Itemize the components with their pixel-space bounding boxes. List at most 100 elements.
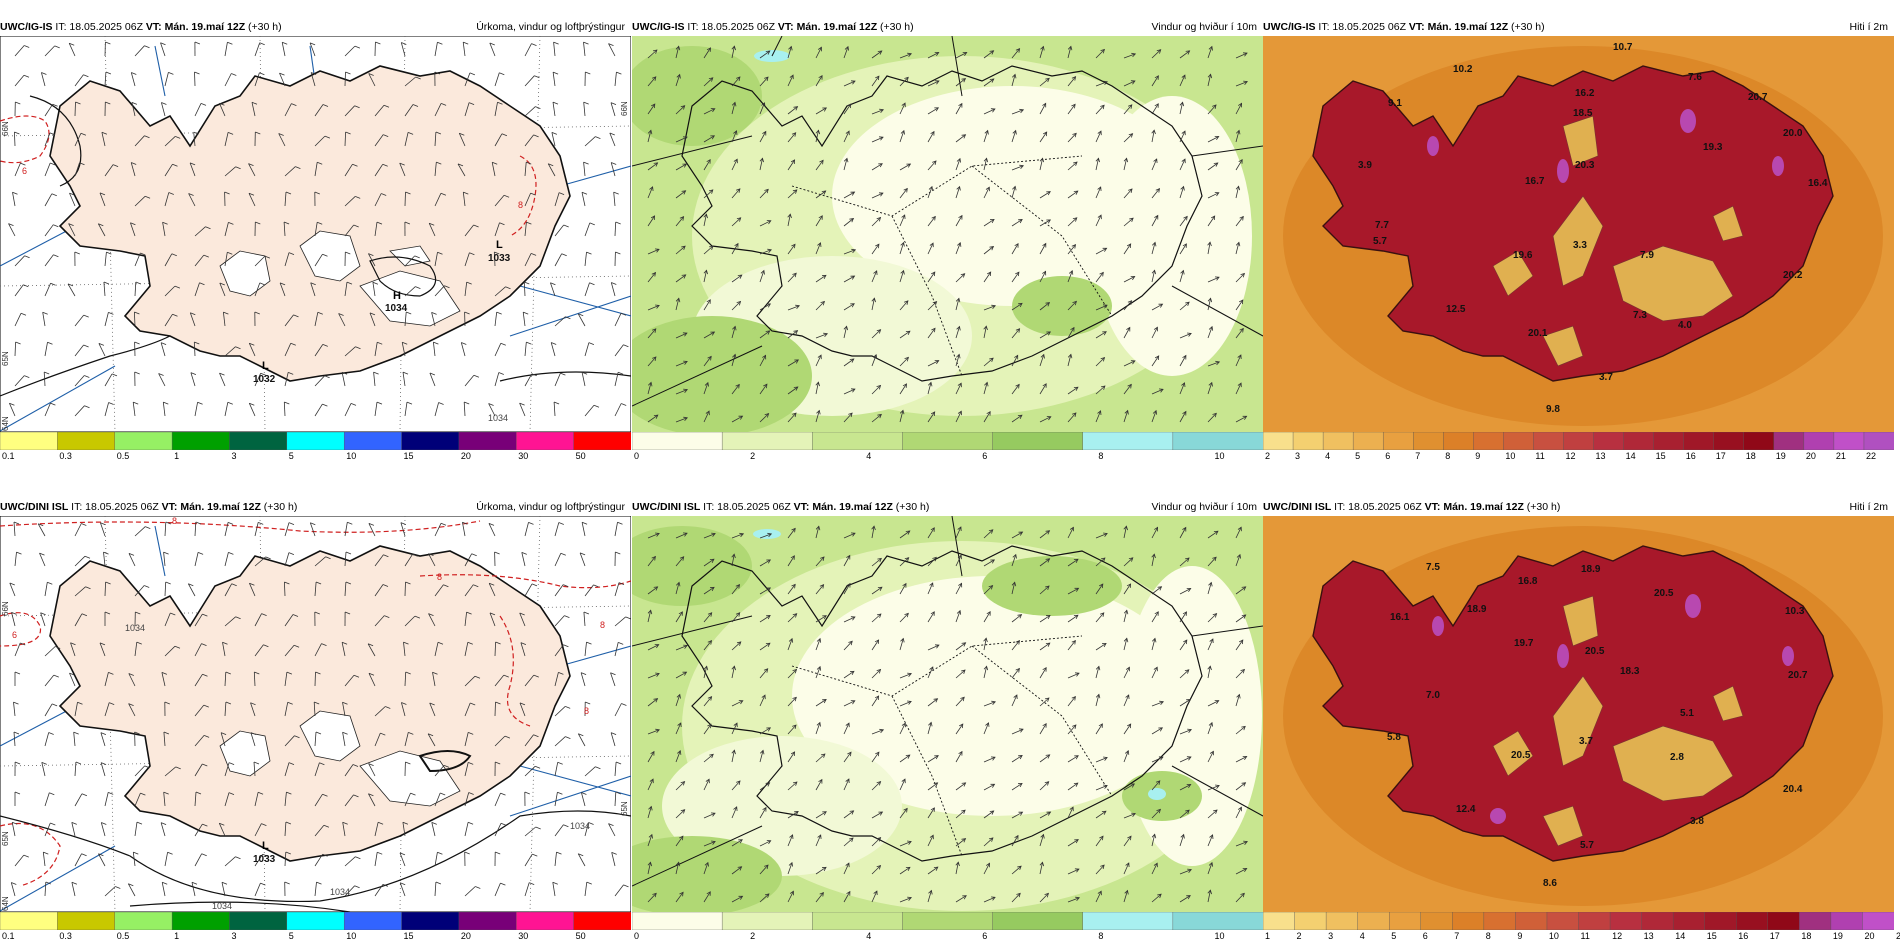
wind-arrow: [843, 275, 855, 283]
wind-arrow-head: [934, 52, 940, 57]
wind-arrow: [1011, 384, 1020, 395]
wind-barb: [164, 645, 176, 657]
wind-arrow: [787, 305, 800, 311]
wind-arrow: [759, 864, 769, 875]
panel-title: Hiti í 2m: [1849, 21, 1888, 33]
wind-barb-flag: [531, 583, 538, 587]
wind-barb-flag: [67, 283, 74, 287]
wind-barb: [428, 223, 436, 237]
panel-header: UWC/IG-IS IT: 18.05.2025 06Z VT: Mán. 19…: [0, 18, 631, 36]
colorbar-tick: 12: [1612, 931, 1623, 941]
wind-barb: [68, 43, 76, 57]
wind-barb: [39, 552, 46, 567]
wind-barb-flag: [528, 522, 534, 525]
wind-barb-flag: [468, 102, 475, 105]
wind-arrow-head: [823, 332, 828, 337]
wind-arrow-head: [1100, 385, 1106, 390]
colorbar-swatch: [343, 432, 403, 450]
wind-barb: [99, 192, 106, 207]
wind-barb: [284, 552, 290, 567]
wind-arrow-head: [1208, 581, 1213, 587]
wind-barb: [284, 735, 295, 747]
wind-barb: [613, 192, 616, 207]
pressure-letter: L: [262, 360, 269, 372]
wind-arrow: [1151, 327, 1158, 339]
wind-arrow-head: [873, 270, 878, 275]
wind-arrow: [1123, 300, 1132, 311]
wind-arrow: [1123, 80, 1136, 87]
wind-arrow-head: [1019, 108, 1025, 114]
wind-barb: [401, 342, 406, 357]
wind-barb-flag: [324, 375, 330, 379]
wind-barb: [310, 72, 316, 87]
wind-arrow-head: [1207, 241, 1212, 247]
wind-arrow-head: [1208, 45, 1213, 51]
wind-barb: [521, 552, 526, 567]
wind-barb-flag: [104, 611, 111, 615]
wind-arrow-head: [1073, 161, 1078, 166]
wind-barb-flag: [8, 223, 14, 226]
wind-arrow: [1067, 868, 1080, 875]
wind-barb: [614, 884, 624, 897]
wind-arrow-head: [899, 409, 905, 415]
wind-arrow-head: [900, 129, 905, 135]
wind-barb-flag: [400, 522, 407, 525]
wind-barb-flag: [406, 401, 413, 405]
wind-barb: [224, 132, 229, 147]
temperature-value: 10.3: [1785, 606, 1805, 617]
wind-barb: [224, 583, 233, 597]
wind-barb: [614, 642, 619, 657]
wind-arrow-head: [1131, 52, 1137, 58]
wind-arrow-head: [648, 833, 653, 839]
wind-arrow: [731, 76, 741, 87]
wind-arrow: [899, 638, 904, 651]
wind-arrow-head: [876, 216, 882, 222]
temperature-value: 7.5: [1426, 562, 1440, 573]
colorbar-tick: 6: [1422, 931, 1428, 941]
wind-barb: [494, 882, 501, 897]
wind-barb-flag: [255, 131, 261, 135]
wind-barb: [219, 282, 226, 297]
colorbar-swatch: [1452, 912, 1485, 930]
wind-arrow: [1235, 103, 1242, 115]
wind-arrow-head: [682, 332, 688, 337]
wind-arrow-head: [1157, 893, 1162, 899]
wind-barb-flag: [197, 552, 204, 555]
wind-map: [632, 36, 1263, 432]
wind-barb: [434, 193, 442, 207]
wind-arrow: [815, 584, 824, 595]
wind-barb: [11, 822, 16, 837]
wind-barb-flag: [531, 43, 537, 46]
wind-shading: [632, 46, 1252, 432]
wind-arrow: [1067, 614, 1079, 623]
wind-arrow-head: [878, 192, 884, 197]
wind-arrow: [731, 274, 743, 283]
wind-barb-flag: [500, 882, 506, 886]
warm-spots: [1427, 109, 1784, 183]
wind-arrow-head: [1208, 721, 1213, 727]
wind-barb: [344, 581, 347, 597]
wind-arrow-head: [986, 410, 991, 416]
wind-barb: [284, 821, 287, 837]
wind-arrow-head: [989, 810, 995, 815]
wind-arrow: [1235, 614, 1246, 623]
wind-barb: [583, 42, 586, 57]
wind-arrow-head: [654, 644, 660, 649]
wind-arrow: [1123, 526, 1127, 539]
wind-arrow: [1179, 355, 1187, 367]
wind-barb-flag: [261, 823, 267, 826]
wind-barb: [462, 522, 466, 537]
wind-barb: [314, 853, 323, 867]
wind-barb-flag: [202, 823, 208, 827]
wind-barb-flag: [172, 313, 178, 317]
wind-barb-flag: [532, 853, 538, 857]
wind-barb: [429, 702, 436, 717]
wind-arrow-head: [929, 834, 934, 840]
wind-arrow-head: [709, 753, 714, 759]
wind-barb-flag: [84, 405, 90, 409]
wind-arrow: [675, 862, 680, 875]
wind-arrow: [983, 219, 995, 227]
isobar-label: 8: [172, 516, 177, 526]
wind-barb: [104, 312, 109, 327]
wind-barb: [344, 196, 356, 207]
